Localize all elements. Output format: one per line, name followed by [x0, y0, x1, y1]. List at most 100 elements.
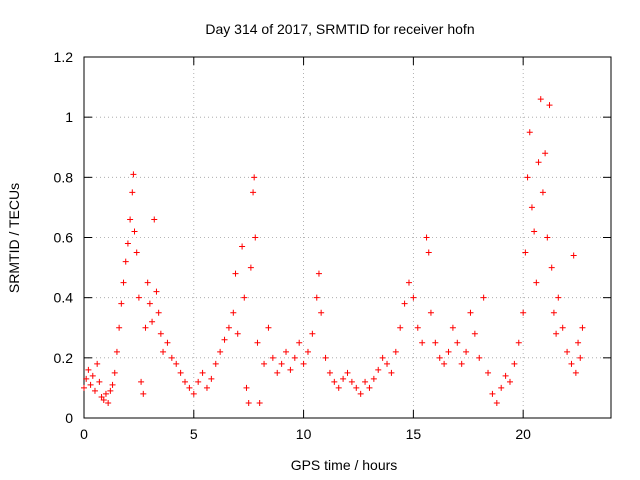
data-point: [506, 378, 513, 385]
data-point: [568, 360, 575, 367]
data-point: [575, 339, 582, 346]
axis-ticks: 0 5 10 15 20 0 0.2 0.4 0.6 0.8 1 1.2: [54, 49, 611, 442]
data-point: [256, 399, 263, 406]
data-point: [146, 300, 153, 307]
data-point: [243, 384, 250, 391]
y-tick-label: 0.6: [54, 230, 74, 246]
data-point: [511, 360, 518, 367]
data-point: [247, 264, 254, 271]
data-point: [120, 279, 127, 286]
data-point: [432, 339, 439, 346]
data-point: [410, 294, 417, 301]
data-point: [445, 348, 452, 355]
data-point: [96, 378, 103, 385]
x-tick-label: 15: [406, 426, 422, 442]
y-tick-label: 1.2: [54, 49, 74, 65]
data-point: [164, 339, 171, 346]
data-point: [539, 189, 546, 196]
data-point: [548, 264, 555, 271]
data-point: [251, 174, 258, 181]
data-point: [537, 96, 544, 103]
data-point: [138, 378, 145, 385]
data-point: [287, 366, 294, 373]
data-point: [177, 369, 184, 376]
data-point: [531, 228, 538, 235]
data-point: [331, 378, 338, 385]
data-point: [91, 387, 98, 394]
data-point: [397, 324, 404, 331]
data-point: [570, 252, 577, 259]
data-point: [151, 216, 158, 223]
data-point: [572, 369, 579, 376]
data-point: [520, 309, 527, 316]
data-point: [304, 348, 311, 355]
data-point: [515, 339, 522, 346]
data-point: [87, 381, 94, 388]
data-point: [118, 300, 125, 307]
data-point: [221, 336, 228, 343]
data-point: [375, 366, 382, 373]
data-point: [526, 129, 533, 136]
grid-lines: [84, 57, 611, 418]
data-point: [414, 324, 421, 331]
y-tick-label: 0: [65, 410, 73, 426]
data-point: [309, 330, 316, 337]
data-point: [476, 354, 483, 361]
data-point: [502, 372, 509, 379]
data-point: [326, 369, 333, 376]
data-point: [129, 189, 136, 196]
data-point: [335, 384, 342, 391]
data-point: [250, 189, 257, 196]
x-tick-label: 20: [515, 426, 531, 442]
data-point: [107, 387, 114, 394]
data-point: [544, 234, 551, 241]
data-point: [449, 324, 456, 331]
y-tick-label: 0.8: [54, 169, 74, 185]
data-point: [182, 378, 189, 385]
data-point: [173, 360, 180, 367]
data-point: [208, 375, 215, 382]
data-point: [493, 399, 500, 406]
data-point: [401, 300, 408, 307]
data-points: [81, 96, 586, 406]
data-point: [102, 390, 109, 397]
data-point: [98, 393, 105, 400]
x-axis-label: GPS time / hours: [291, 457, 398, 473]
data-point: [362, 378, 369, 385]
data-point: [313, 294, 320, 301]
data-point: [315, 270, 322, 277]
data-point: [111, 369, 118, 376]
data-point: [318, 309, 325, 316]
data-point: [366, 384, 373, 391]
data-point: [577, 354, 584, 361]
data-point: [454, 339, 461, 346]
data-point: [212, 360, 219, 367]
data-point: [130, 171, 137, 178]
data-point: [124, 240, 131, 247]
x-tick-label: 5: [190, 426, 198, 442]
data-point: [340, 375, 347, 382]
data-point: [153, 288, 160, 295]
data-point: [392, 348, 399, 355]
data-point: [254, 339, 261, 346]
data-point: [344, 369, 351, 376]
data-point: [122, 258, 129, 265]
data-point: [83, 375, 90, 382]
data-point: [168, 354, 175, 361]
data-point: [265, 324, 272, 331]
data-point: [81, 384, 87, 391]
data-point: [485, 369, 492, 376]
y-tick-label: 1: [65, 109, 73, 125]
data-point: [144, 279, 151, 286]
data-point: [252, 234, 259, 241]
data-point: [425, 249, 432, 256]
data-point: [419, 339, 426, 346]
data-point: [542, 150, 549, 157]
data-point: [296, 339, 303, 346]
data-point: [388, 369, 395, 376]
y-axis-label: SRMTID / TECUs: [6, 183, 22, 293]
data-point: [524, 174, 531, 181]
data-point: [94, 360, 101, 367]
data-point: [458, 360, 465, 367]
